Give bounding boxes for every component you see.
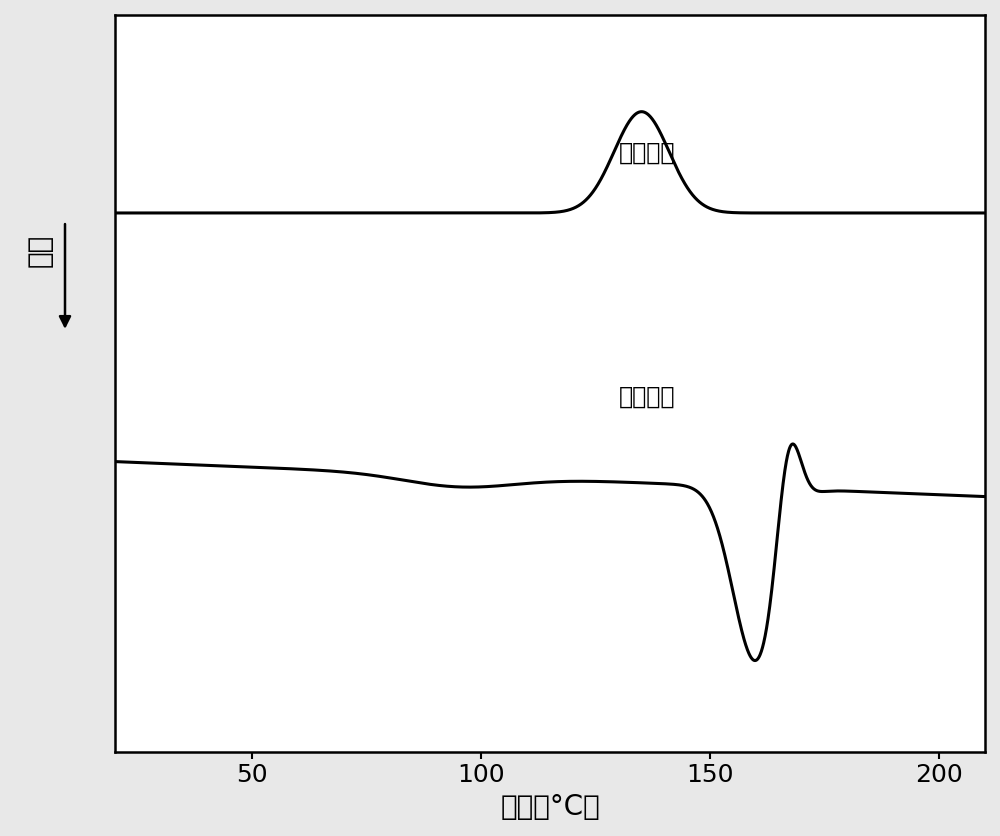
Text: 降温过程: 降温过程: [619, 141, 675, 166]
Text: 吸热: 吸热: [26, 234, 54, 268]
Text: 升温过程: 升温过程: [619, 385, 675, 409]
X-axis label: 温度（°C）: 温度（°C）: [500, 793, 600, 821]
